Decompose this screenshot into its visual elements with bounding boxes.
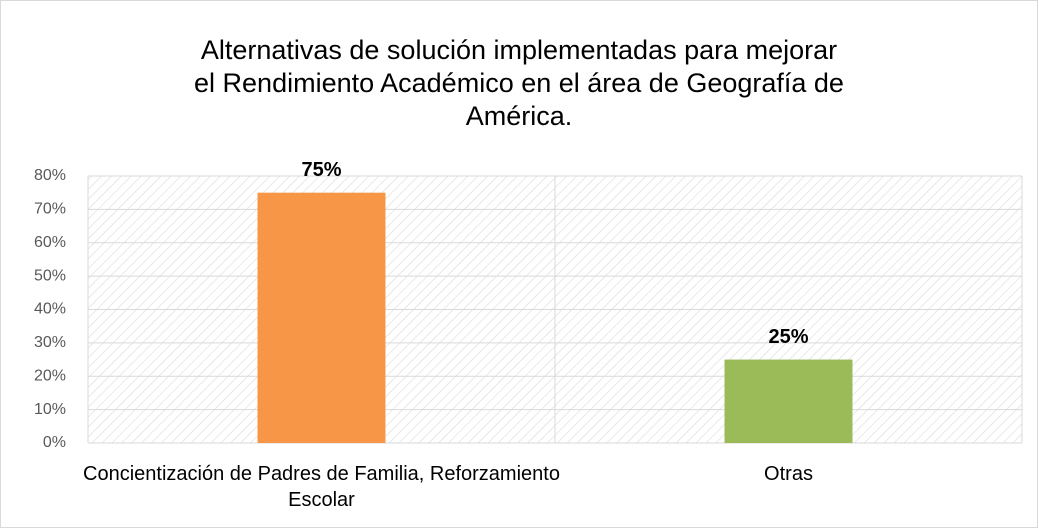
y-tick-label: 20% [34, 367, 66, 384]
x-tick-label: Concientización de Padres de Familia, Re… [83, 463, 560, 511]
chart-title: Alternativas de solución implementadas p… [194, 35, 844, 131]
data-label: 25% [768, 326, 808, 348]
bar [724, 359, 853, 443]
y-tick-label: 80% [34, 167, 66, 184]
x-tick-label: Otras [764, 463, 813, 485]
y-tick-label: 30% [34, 334, 66, 351]
data-label: 75% [301, 159, 341, 181]
y-tick-label: 0% [43, 434, 66, 451]
y-tick-label: 50% [34, 267, 66, 284]
bar [257, 192, 386, 443]
y-tick-label: 40% [34, 301, 66, 318]
y-tick-label: 10% [34, 401, 66, 418]
y-tick-label: 60% [34, 234, 66, 251]
y-tick-label: 70% [34, 201, 66, 218]
